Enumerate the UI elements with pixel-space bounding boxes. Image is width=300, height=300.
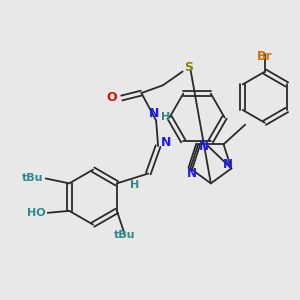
Text: O: O	[106, 92, 117, 104]
Text: N: N	[161, 136, 171, 148]
Text: N: N	[149, 107, 159, 120]
Text: Br: Br	[257, 50, 273, 63]
Text: N: N	[199, 140, 209, 153]
Text: HO: HO	[27, 208, 46, 218]
Text: tBu: tBu	[22, 173, 44, 184]
Text: H: H	[130, 180, 139, 190]
Text: tBu: tBu	[114, 230, 136, 240]
Text: N: N	[187, 167, 197, 180]
Text: N: N	[223, 158, 232, 171]
Text: S: S	[184, 61, 194, 74]
Text: H: H	[161, 112, 171, 122]
